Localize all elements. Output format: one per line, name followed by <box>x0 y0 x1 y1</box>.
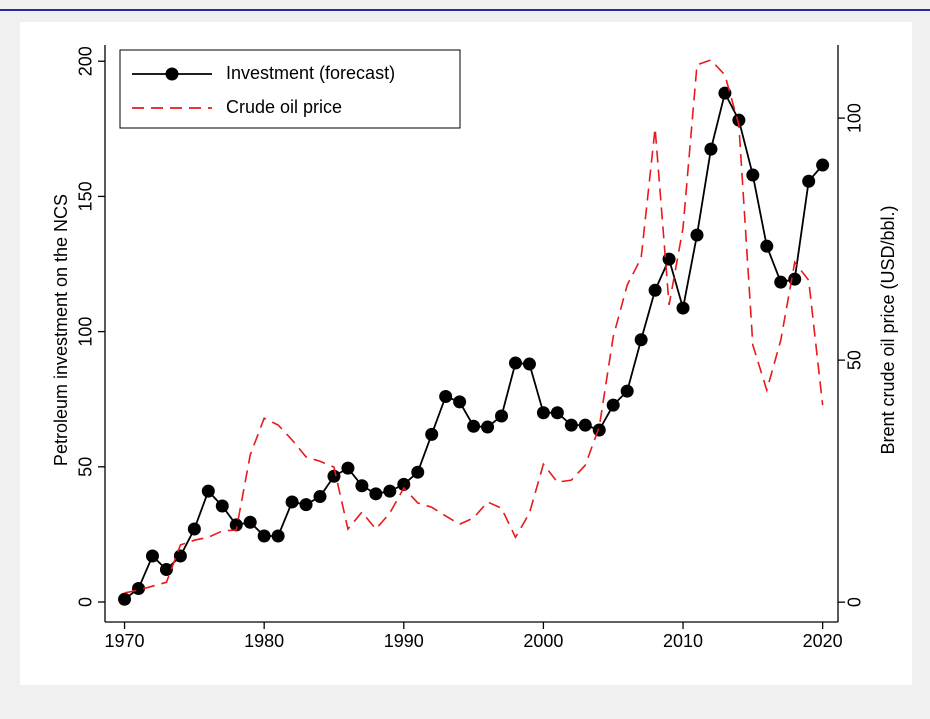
data-point <box>648 283 662 297</box>
data-point <box>173 549 187 563</box>
data-point <box>634 333 648 347</box>
data-point <box>816 158 830 172</box>
data-point <box>257 529 271 543</box>
data-point <box>550 406 564 420</box>
data-point <box>746 168 760 182</box>
data-point <box>118 592 132 606</box>
data-point <box>522 357 536 371</box>
data-point <box>467 419 481 433</box>
data-point <box>383 484 397 498</box>
data-point <box>369 487 383 501</box>
data-point <box>732 113 746 127</box>
x-tick-label: 2020 <box>803 631 843 651</box>
series-line <box>123 90 824 600</box>
y-tick-label: 150 <box>76 181 96 211</box>
data-point <box>327 469 341 483</box>
data-point <box>704 142 718 156</box>
data-point <box>592 423 606 437</box>
data-point <box>132 581 146 595</box>
data-point <box>187 522 201 536</box>
data-point <box>355 479 369 493</box>
data-point <box>606 398 620 412</box>
x-tick-label: 1980 <box>244 631 284 651</box>
data-point <box>676 301 690 315</box>
legend-label: Crude oil price <box>226 97 342 117</box>
data-point <box>411 465 425 479</box>
data-point <box>215 499 229 513</box>
data-point <box>453 395 467 409</box>
data-point <box>313 490 327 504</box>
data-point <box>481 420 495 434</box>
series-line <box>124 59 824 594</box>
data-point <box>718 86 732 100</box>
data-point <box>495 409 509 423</box>
x-tick-label: 1970 <box>105 631 145 651</box>
data-point <box>690 228 704 242</box>
x-tick-label: 1990 <box>384 631 424 651</box>
data-point <box>508 356 522 370</box>
y-tick-label: 100 <box>76 317 96 347</box>
y2-tick-label: 100 <box>845 103 865 133</box>
y2-axis-title: Brent crude oil price (USD/bbl.) <box>878 205 898 454</box>
data-point <box>578 418 592 432</box>
data-point <box>620 384 634 398</box>
data-point <box>285 495 299 509</box>
data-point <box>341 461 355 475</box>
legend-box <box>119 49 461 129</box>
data-point <box>774 275 788 289</box>
data-point <box>760 239 774 253</box>
data-point <box>802 174 816 188</box>
data-point <box>439 389 453 403</box>
y2-tick-label: 0 <box>845 597 865 607</box>
data-point <box>536 406 550 420</box>
y-tick-label: 50 <box>76 457 96 477</box>
data-point <box>243 515 257 529</box>
data-point <box>564 418 578 432</box>
y-tick-label: 200 <box>76 46 96 76</box>
x-tick-label: 2010 <box>663 631 703 651</box>
data-point <box>299 498 313 512</box>
y-tick-label: 0 <box>76 597 96 607</box>
data-point <box>397 477 411 491</box>
data-point <box>145 549 159 563</box>
data-point <box>425 427 439 441</box>
legend-marker <box>165 67 179 81</box>
legend-label: Investment (forecast) <box>226 63 395 83</box>
x-tick-label: 2000 <box>523 631 563 651</box>
data-point <box>159 563 173 577</box>
y2-tick-label: 50 <box>845 350 865 370</box>
data-point <box>271 529 285 543</box>
data-point <box>201 484 215 498</box>
y-axis-title: Petroleum investment on the NCS <box>51 194 71 466</box>
top-border <box>0 9 930 11</box>
data-point <box>229 518 243 532</box>
